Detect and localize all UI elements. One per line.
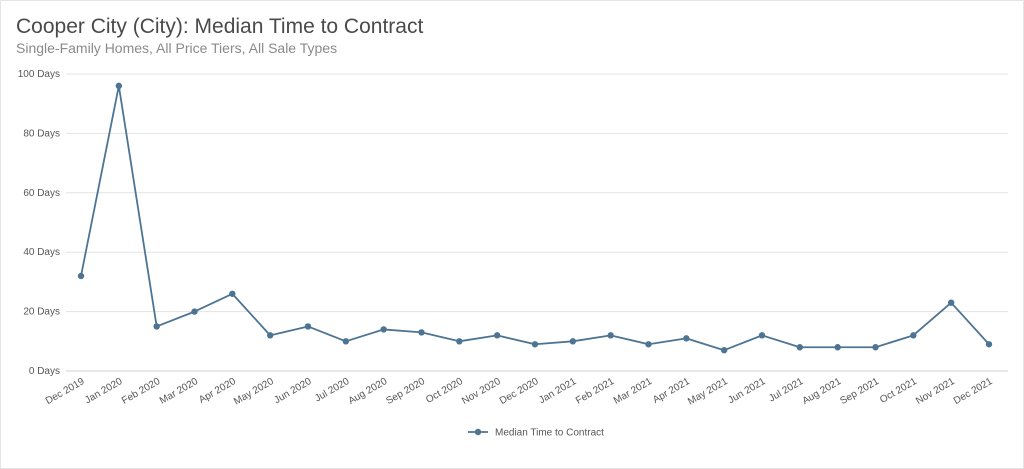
data-point[interactable] [191, 308, 198, 315]
legend: Median Time to Contract [468, 428, 604, 439]
x-tick-label: Jan 2020 [83, 376, 125, 406]
y-tick-label: 0 Days [29, 366, 60, 377]
data-point[interactable] [456, 338, 463, 345]
series-line [80, 84, 990, 352]
gridlines [66, 73, 1008, 372]
x-tick-label: Aug 2021 [801, 376, 844, 407]
y-tick-label: 80 Days [23, 128, 60, 139]
x-tick-label: Oct 2021 [878, 376, 919, 406]
x-tick-label: Aug 2020 [347, 376, 390, 407]
y-tick-label: 40 Days [23, 247, 60, 258]
y-tick-label: 60 Days [23, 188, 60, 199]
x-tick-label: Jun 2021 [726, 376, 768, 406]
y-tick-label: 20 Days [23, 307, 60, 318]
data-point[interactable] [834, 344, 841, 351]
x-tick-label: Oct 2020 [424, 376, 465, 406]
data-point[interactable] [985, 341, 993, 348]
data-point[interactable] [872, 344, 879, 351]
data-point[interactable] [645, 341, 652, 348]
x-tick-label: Apr 2021 [651, 376, 692, 406]
data-point[interactable] [342, 338, 350, 345]
legend-swatch-marker [474, 428, 482, 436]
x-tick-label: Dec 2019 [44, 376, 87, 407]
x-tick-label: Feb 2021 [574, 376, 616, 407]
data-point[interactable] [796, 344, 804, 351]
data-point[interactable] [418, 329, 425, 336]
data-point[interactable] [493, 332, 501, 339]
x-tick-label: Mar 2021 [612, 376, 654, 407]
data-point[interactable] [380, 326, 387, 333]
data-point[interactable] [77, 272, 85, 280]
x-tick-label: Dec 2021 [952, 376, 995, 407]
chart-subtitle: Single-Family Homes, All Price Tiers, Al… [16, 40, 338, 56]
data-point[interactable] [229, 290, 236, 297]
legend-label[interactable]: Median Time to Contract [495, 428, 604, 439]
series-group [77, 82, 993, 354]
data-point[interactable] [266, 332, 274, 339]
data-point[interactable] [569, 338, 577, 345]
x-tick-label: Feb 2020 [120, 376, 162, 407]
y-axis-ticks: 0 Days 20 Days 40 Days 60 Days 80 Days 100 Da… [18, 69, 60, 377]
data-point[interactable] [947, 299, 955, 306]
x-tick-label: Jul 2020 [313, 376, 352, 405]
data-point[interactable] [304, 323, 312, 330]
x-tick-label: Dec 2020 [498, 376, 541, 407]
x-tick-label: Mar 2020 [158, 376, 200, 407]
y-tick-label: 100 Days [18, 69, 60, 80]
data-point[interactable] [758, 332, 766, 339]
data-point[interactable] [531, 341, 539, 348]
x-tick-label: Jun 2020 [272, 376, 314, 406]
x-tick-label: May 2020 [232, 376, 276, 408]
x-tick-label: Jul 2021 [767, 376, 806, 405]
data-point[interactable] [720, 347, 728, 354]
x-tick-label: Jan 2021 [537, 376, 579, 406]
data-point[interactable] [115, 82, 123, 90]
x-tick-label: Apr 2020 [197, 376, 238, 406]
x-tick-label: May 2021 [686, 376, 730, 408]
data-point[interactable] [153, 323, 160, 330]
data-point[interactable] [683, 335, 690, 342]
x-tick-label: Sep 2020 [384, 376, 427, 407]
x-tick-label: Nov 2021 [914, 376, 957, 407]
chart-title: Cooper City (City): Median Time to Contr… [16, 15, 424, 38]
x-tick-label: Nov 2020 [460, 376, 503, 407]
data-point[interactable] [607, 332, 614, 339]
x-tick-label: Sep 2021 [838, 376, 881, 407]
data-point[interactable] [910, 332, 917, 339]
